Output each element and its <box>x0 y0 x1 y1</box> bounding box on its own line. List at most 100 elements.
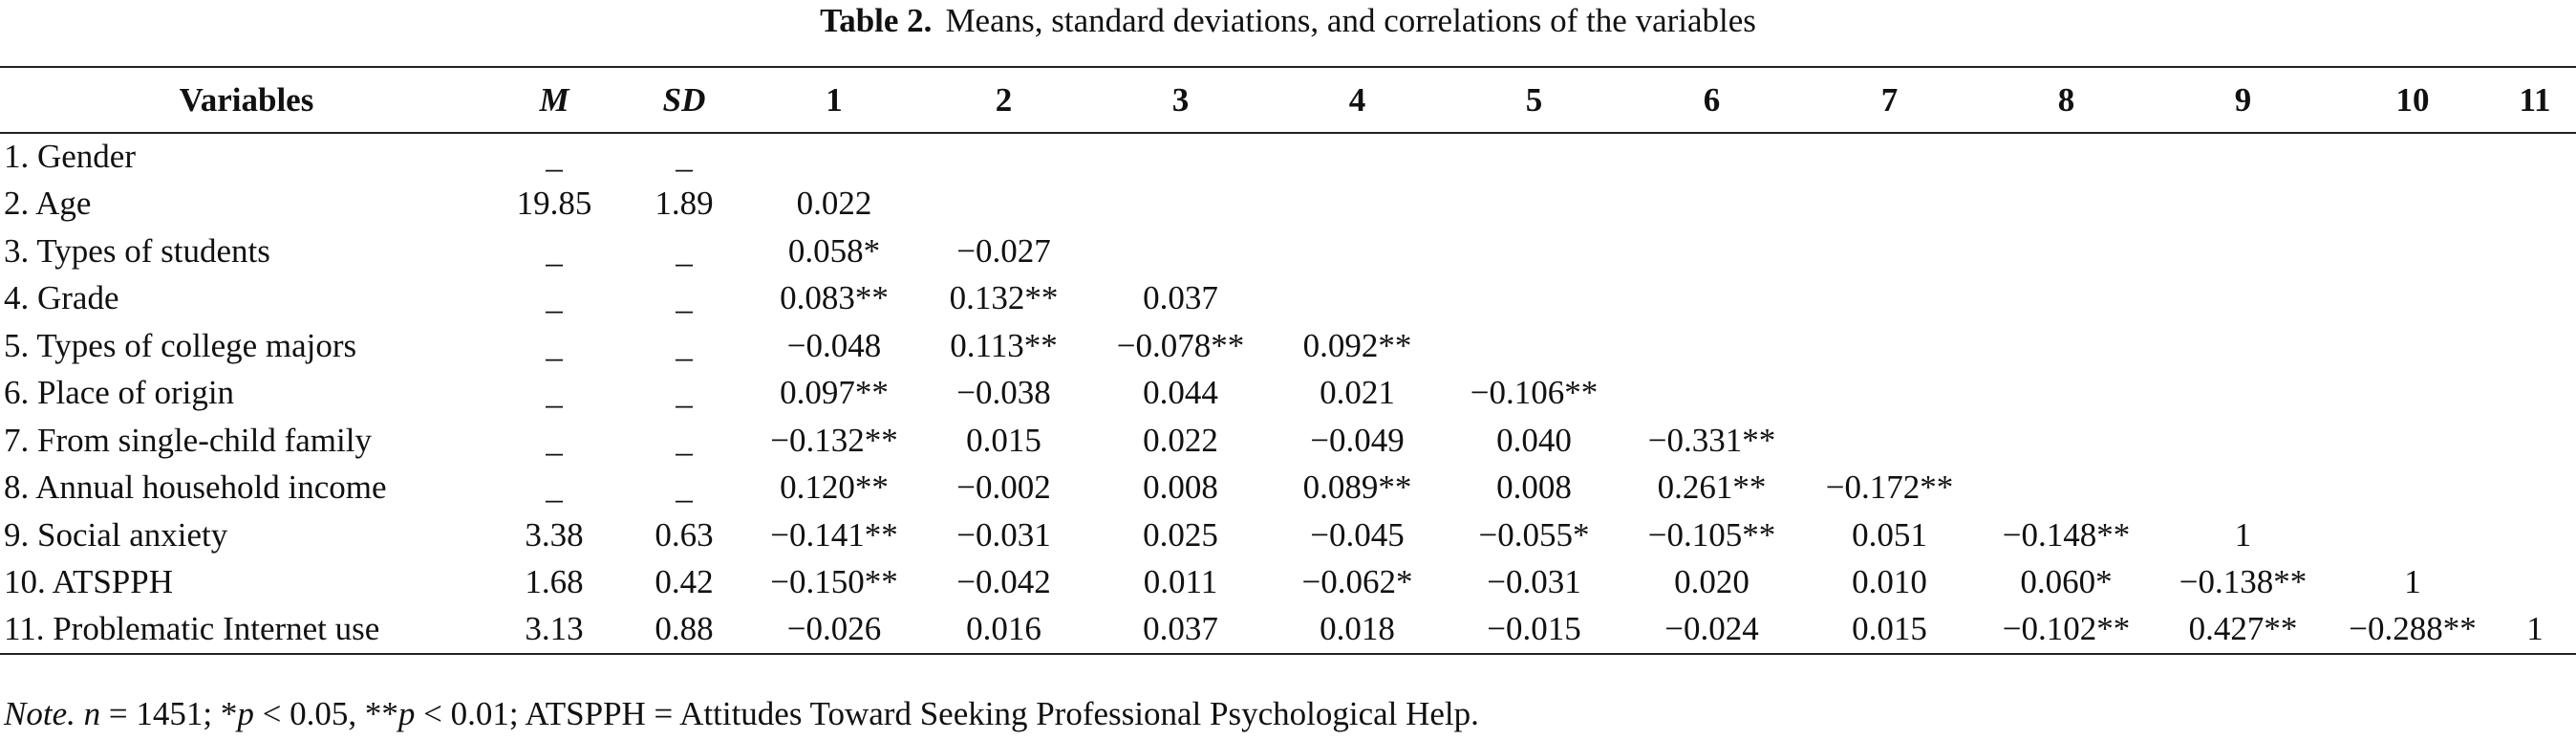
table-cell: −0.106** <box>1470 374 1599 412</box>
empty-cell <box>1092 181 1269 229</box>
table-cell: 1 <box>2234 515 2252 554</box>
table-cell: _ <box>676 421 693 459</box>
table-cell: 0.021 <box>1320 374 1395 412</box>
empty-cell <box>1092 133 1269 181</box>
empty-cell <box>2155 133 2331 181</box>
empty-cell <box>1269 228 1446 275</box>
header-cell: 6 <box>1703 80 1721 119</box>
empty-cell <box>2331 181 2494 229</box>
empty-cell <box>2331 133 2494 181</box>
table-head: Variables M SD 1 2 3 4 5 6 7 8 9 10 11 <box>0 67 2576 133</box>
table-label: Table 2. <box>820 2 933 39</box>
table-cell: −0.038 <box>956 374 1051 412</box>
variable-name: 9. Social anxiety <box>4 515 228 554</box>
table-cell: 0.018 <box>1320 610 1395 648</box>
empty-cell <box>1978 181 2155 229</box>
empty-cell <box>2331 228 2494 275</box>
table-cell: −0.042 <box>956 563 1051 601</box>
table-cell: −0.141** <box>770 515 898 554</box>
header-cell: 2 <box>995 80 1013 119</box>
table-cell: 0.120** <box>780 468 889 507</box>
table-cell: 0.427** <box>2188 610 2298 648</box>
empty-cell <box>2155 228 2331 275</box>
table-cell: 0.058* <box>787 231 881 270</box>
table-cell: −0.048 <box>786 326 882 364</box>
empty-cell <box>2331 370 2494 418</box>
variable-name: 3. Types of students <box>4 231 270 270</box>
empty-cell <box>915 133 1092 181</box>
table-cell: −0.078** <box>1116 326 1245 364</box>
empty-cell <box>753 133 915 181</box>
header-cell: Variables <box>179 80 314 119</box>
empty-cell <box>2494 322 2576 370</box>
empty-cell <box>2331 511 2494 559</box>
empty-cell <box>1446 181 1622 229</box>
table-cell: 0.008 <box>1143 468 1218 507</box>
empty-cell <box>1801 133 1978 181</box>
empty-cell <box>1978 465 2155 512</box>
empty-cell <box>2494 511 2576 559</box>
table-cell: 0.88 <box>655 610 714 648</box>
table-cell: 19.85 <box>516 185 592 223</box>
table-cell: −0.026 <box>786 610 882 648</box>
table-cell: 3.13 <box>525 610 584 648</box>
table-cell: −0.015 <box>1487 610 1581 648</box>
table-cell: −0.002 <box>956 468 1051 507</box>
empty-cell <box>2494 465 2576 512</box>
table-cell: 3.38 <box>525 515 584 554</box>
empty-cell <box>1801 370 1978 418</box>
table-row: 10. ATSPPH 1.68 0.42 −0.150** −0.042 0.011 −0.… <box>0 559 2576 607</box>
empty-cell <box>1622 228 1801 275</box>
header-cell: SD <box>662 80 706 119</box>
empty-cell <box>1622 133 1801 181</box>
header-cell: 1 <box>826 80 843 119</box>
empty-cell <box>2494 181 2576 229</box>
header-row: Variables M SD 1 2 3 4 5 6 7 8 9 10 11 <box>0 67 2576 133</box>
table-cell: _ <box>676 468 693 507</box>
empty-cell <box>2494 228 2576 275</box>
empty-cell <box>2155 370 2331 418</box>
table-cell: −0.102** <box>2002 610 2131 648</box>
empty-cell <box>2155 465 2331 512</box>
empty-cell <box>1978 370 2155 418</box>
empty-cell <box>1978 228 2155 275</box>
table-cell: −0.055* <box>1478 515 1590 554</box>
table-cell: −0.138** <box>2179 563 2308 601</box>
table-cell: 1.68 <box>525 563 584 601</box>
table-cell: _ <box>546 374 563 412</box>
table-cell: 0.261** <box>1657 468 1767 507</box>
table-cell: 0.020 <box>1674 563 1750 601</box>
table-cell: 0.092** <box>1302 326 1412 364</box>
header-cell: 11 <box>2519 80 2551 119</box>
table-cell: 1.89 <box>655 185 714 223</box>
table-cell: _ <box>676 138 693 176</box>
empty-cell <box>1801 417 1978 465</box>
table-cell: 0.089** <box>1302 468 1412 507</box>
empty-cell <box>1269 133 1446 181</box>
table-row: 8. Annual household income _ _ 0.120** −0.00… <box>0 465 2576 512</box>
table-cell: −0.288** <box>2349 610 2477 648</box>
empty-cell <box>1978 417 2155 465</box>
table-cell: −0.331** <box>1647 421 1776 459</box>
table-row: 1. Gender _ _ <box>0 133 2576 181</box>
table-cell: 0.060* <box>2020 563 2113 601</box>
variable-name: 8. Annual household income <box>4 468 387 507</box>
table-cell: 0.037 <box>1143 279 1218 317</box>
table-row: 4. Grade _ _ 0.083** 0.132** 0.037 <box>0 275 2576 323</box>
table-cell: _ <box>546 231 563 270</box>
table-cell: 0.022 <box>796 185 872 223</box>
table-cell: _ <box>676 326 693 364</box>
header-cell: 7 <box>1880 80 1899 119</box>
empty-cell <box>2155 181 2331 229</box>
variable-name: 6. Place of origin <box>4 374 235 412</box>
variable-name: 2. Age <box>4 185 92 223</box>
table-row: 6. Place of origin _ _ 0.097** −0.038 0.044 0.… <box>0 370 2576 418</box>
table-cell: −0.031 <box>1487 563 1581 601</box>
empty-cell <box>2155 275 2331 323</box>
table-cell: _ <box>546 468 563 507</box>
table-cell: 0.083** <box>780 279 889 317</box>
note-part: p <box>237 695 254 732</box>
empty-cell <box>1622 322 1801 370</box>
table-row: 11. Problematic Internet use 3.13 0.88 −0.0… <box>0 606 2576 654</box>
table-cell: −0.024 <box>1664 610 1759 648</box>
